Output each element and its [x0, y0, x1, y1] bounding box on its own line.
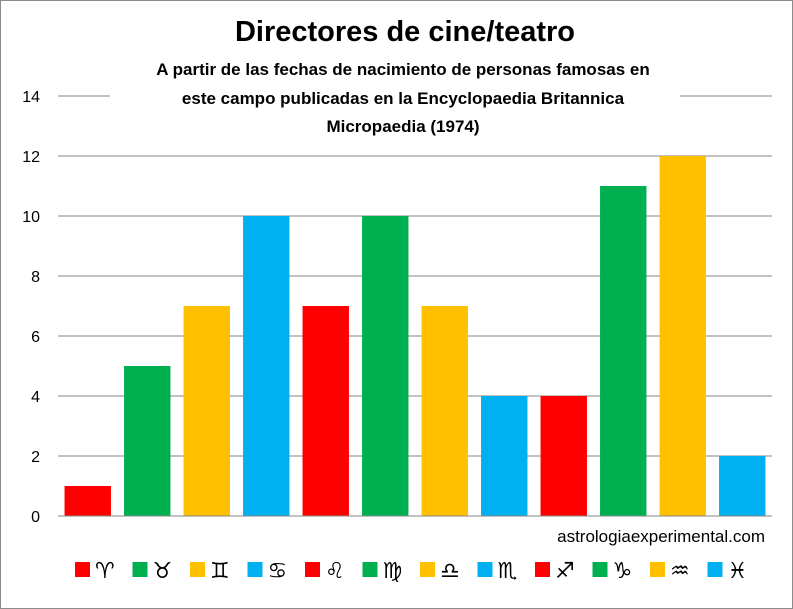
- y-axis-ticks: 0 2 4 6 8 10 12 14: [22, 89, 40, 526]
- y-tick-label: 10: [22, 209, 40, 226]
- bar: [600, 186, 647, 516]
- legend-label: ♉: [153, 559, 173, 584]
- legend-swatch: [247, 562, 263, 577]
- legend-swatch: [420, 562, 435, 577]
- bar: [362, 216, 409, 516]
- bar: [183, 306, 230, 516]
- legend-label: ♎: [440, 559, 460, 584]
- legend-label: ♌: [325, 559, 345, 584]
- legend-label: ♒: [670, 559, 690, 584]
- bar: [302, 306, 349, 516]
- legend-label: ♓: [728, 559, 748, 584]
- y-tick-label: 0: [31, 509, 40, 526]
- bar: [719, 456, 766, 516]
- legend-label: ♏: [498, 559, 518, 584]
- legend-label: ♐: [555, 559, 575, 584]
- bar: [481, 396, 528, 516]
- legend-swatch: [75, 562, 90, 577]
- chart-subtitle-line-2: este campo publicadas en la Encyclopaedi…: [182, 89, 625, 108]
- y-tick-label: 2: [31, 449, 40, 466]
- y-tick-label: 14: [22, 89, 40, 106]
- legend-label: ♈: [95, 559, 115, 584]
- legend-swatch: [592, 562, 608, 577]
- legend-label: ♊: [210, 559, 230, 584]
- legend-swatch: [305, 562, 320, 577]
- legend: ♈ ♉ ♊ ♋ ♌ ♍ ♎ ♏ ♐ ♑ ♒ ♓: [75, 559, 747, 584]
- legend-swatch: [707, 562, 723, 577]
- bar: [124, 366, 171, 516]
- legend-swatch: [132, 562, 148, 577]
- legend-label: ♑: [613, 559, 633, 584]
- legend-label: ♋: [268, 559, 288, 584]
- bar: [540, 396, 587, 516]
- bar: [659, 156, 706, 516]
- legend-swatch: [477, 562, 493, 577]
- chart-subtitle-line-3: Micropaedia (1974): [326, 117, 479, 136]
- subtitle-backdrop: [110, 55, 680, 141]
- bar: [64, 486, 111, 516]
- y-tick-label: 4: [31, 389, 40, 406]
- bar: [421, 306, 468, 516]
- legend-swatch: [190, 562, 205, 577]
- legend-swatch: [535, 562, 550, 577]
- y-tick-label: 12: [22, 149, 40, 166]
- chart-title: Directores de cine/teatro: [235, 16, 575, 48]
- legend-swatch: [362, 562, 378, 577]
- y-tick-label: 6: [31, 329, 40, 346]
- chart-subtitle-line-1: A partir de las fechas de nacimiento de …: [156, 60, 650, 79]
- watermark-text: astrologiaexperimental.com: [557, 527, 765, 546]
- legend-swatch: [650, 562, 665, 577]
- bars: [64, 156, 766, 516]
- legend-label: ♍: [383, 559, 403, 584]
- bar: [243, 216, 290, 516]
- y-tick-label: 8: [31, 269, 40, 286]
